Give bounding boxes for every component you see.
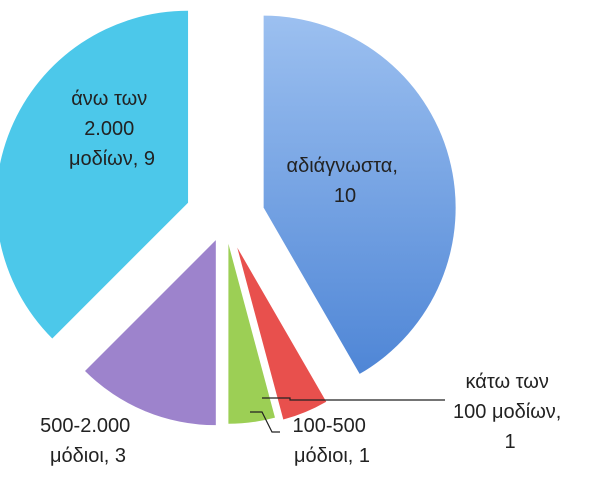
pie-slice	[85, 240, 216, 426]
data-label: αδιάγνωστα, 10	[287, 155, 404, 207]
data-label: 100-500 μόδιοι, 1	[293, 415, 372, 467]
pie-slice	[0, 10, 189, 339]
data-label: κάτω των 100 μοδίων, 1	[453, 371, 567, 453]
leader-line	[262, 397, 445, 401]
slices	[0, 10, 456, 426]
pie-slice	[228, 243, 275, 424]
pie-slice	[263, 15, 456, 374]
data-label: άνω των 2.000 μοδίων, 9	[69, 88, 155, 170]
leader-line	[250, 411, 280, 433]
pie-slice	[237, 247, 327, 420]
labels: αδιάγνωστα, 10 κάτω των 100 μοδίων, 1 100-…	[40, 88, 567, 467]
data-label: 500-2.000 μόδιοι, 3	[40, 415, 136, 467]
